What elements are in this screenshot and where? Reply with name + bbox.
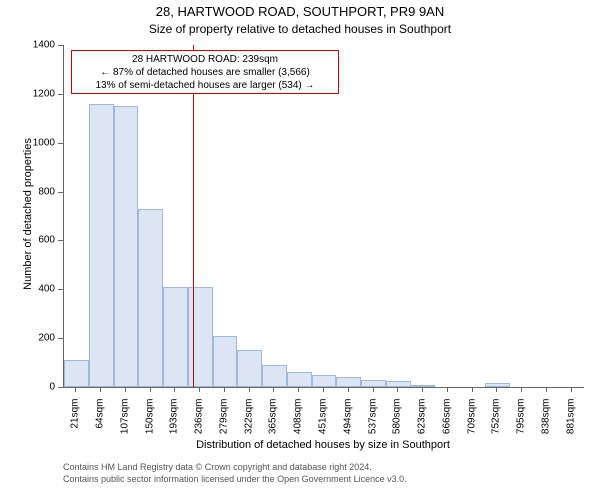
histogram-bar [213, 336, 238, 387]
y-tick-label: 1000 [33, 137, 55, 148]
x-tick-mark [546, 387, 547, 392]
x-tick-mark [174, 387, 175, 392]
histogram-bar [188, 287, 213, 387]
x-tick-mark [100, 387, 101, 392]
x-tick-mark [75, 387, 76, 392]
y-tick-mark [58, 192, 63, 193]
y-tick-label: 1200 [33, 88, 55, 99]
y-tick-mark [58, 45, 63, 46]
y-tick-mark [58, 240, 63, 241]
y-tick-label: 600 [38, 235, 55, 246]
credits-line: Contains HM Land Registry data © Crown c… [63, 462, 600, 474]
chart-subtitle: Size of property relative to detached ho… [0, 22, 600, 36]
histogram-bar [138, 209, 163, 387]
plot-area: 28 HARTWOOD ROAD: 239sqm← 87% of detache… [63, 45, 584, 388]
chart-title: 28, HARTWOOD ROAD, SOUTHPORT, PR9 9AN [0, 4, 600, 19]
y-tick-mark [58, 289, 63, 290]
histogram-bar [163, 287, 188, 387]
histogram-bar [262, 365, 287, 387]
histogram-bar [64, 360, 89, 387]
credits-line: Contains public sector information licen… [63, 474, 600, 486]
histogram-bar [361, 380, 386, 387]
x-tick-mark [224, 387, 225, 392]
x-tick-mark [273, 387, 274, 392]
x-tick-mark [447, 387, 448, 392]
y-tick-label: 800 [38, 186, 55, 197]
x-tick-mark [422, 387, 423, 392]
x-tick-mark [298, 387, 299, 392]
x-tick-mark [472, 387, 473, 392]
x-tick-mark [323, 387, 324, 392]
y-tick-label: 0 [49, 382, 55, 393]
x-tick-mark [348, 387, 349, 392]
y-tick-mark [58, 94, 63, 95]
chart-container: { "chart": { "type": "histogram", "title… [0, 0, 600, 500]
annotation-line: ← 87% of detached houses are smaller (3,… [76, 66, 334, 79]
y-tick-label: 400 [38, 284, 55, 295]
y-axis-label: Number of detached properties [22, 114, 34, 314]
histogram-bar [237, 350, 262, 387]
x-tick-mark [249, 387, 250, 392]
y-tick-mark [58, 143, 63, 144]
annotation-line: 13% of semi-detached houses are larger (… [76, 79, 334, 92]
histogram-bar [114, 106, 139, 387]
histogram-bar [312, 375, 337, 387]
histogram-bar [336, 377, 361, 387]
y-tick-label: 1400 [33, 40, 55, 51]
reference-line [193, 45, 194, 387]
histogram-bar [287, 372, 312, 387]
x-tick-mark [373, 387, 374, 392]
x-tick-mark [496, 387, 497, 392]
x-tick-mark [125, 387, 126, 392]
x-tick-mark [150, 387, 151, 392]
histogram-bar [89, 104, 114, 387]
x-tick-mark [397, 387, 398, 392]
x-tick-mark [571, 387, 572, 392]
annotation-line: 28 HARTWOOD ROAD: 239sqm [76, 53, 334, 66]
credits-text: Contains HM Land Registry data © Crown c… [63, 462, 600, 485]
y-tick-mark [58, 387, 63, 388]
x-axis-label: Distribution of detached houses by size … [63, 439, 583, 451]
y-tick-mark [58, 338, 63, 339]
x-tick-mark [521, 387, 522, 392]
x-tick-mark [199, 387, 200, 392]
y-tick-label: 200 [38, 333, 55, 344]
annotation-box: 28 HARTWOOD ROAD: 239sqm← 87% of detache… [71, 50, 339, 94]
